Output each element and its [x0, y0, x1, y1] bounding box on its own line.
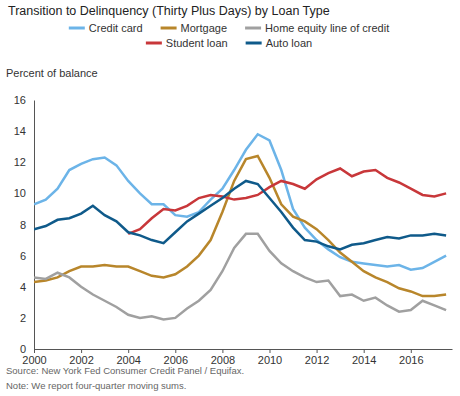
- legend: Credit card Mortgage Home equity line of c…: [69, 22, 389, 49]
- axis-line: [34, 101, 35, 350]
- legend-label: Mortgage: [181, 22, 227, 34]
- tick-label: 6: [20, 250, 26, 262]
- tick-label: 2012: [305, 354, 329, 366]
- tick-label: 4: [20, 281, 26, 293]
- tick: 2012: [305, 349, 329, 366]
- tick-label: 2008: [211, 354, 235, 366]
- tick-label: 16: [14, 94, 26, 106]
- tick-label: 0: [20, 343, 26, 355]
- tick: 2016: [399, 349, 423, 366]
- legend-item: Auto loan: [246, 37, 312, 49]
- tick-mark: [411, 349, 412, 353]
- tick-mark: [222, 349, 223, 353]
- tick: 16: [14, 94, 34, 106]
- tick-label: 10: [14, 187, 26, 199]
- tick-label: 8: [20, 219, 26, 231]
- legend-swatch: [146, 42, 162, 45]
- tick: 8: [20, 219, 34, 231]
- tick-mark: [34, 349, 35, 353]
- y-axis: 0 2 4 6 8 10 12 14 16: [14, 94, 35, 355]
- tick: 2: [20, 312, 34, 324]
- tick-label: 2014: [352, 354, 376, 366]
- tick-label: 12: [14, 156, 26, 168]
- series-line: [34, 156, 446, 296]
- annotation: Source: New York Fed Consumer Credit Pan…: [6, 365, 244, 376]
- tick-label: 2004: [116, 354, 140, 366]
- x-axis: 2000 2002 2004 2006 2008 2010 2012 2014 2016: [22, 349, 452, 366]
- tick-label: 2016: [399, 354, 423, 366]
- tick-mark: [175, 349, 176, 353]
- chart: Transition to Delinquency (Thirty Plus D…: [0, 0, 460, 396]
- legend-swatch: [69, 27, 85, 30]
- annotation: Note: We report four-quarter moving sums…: [6, 380, 186, 391]
- tick: 6: [20, 250, 34, 262]
- series-lines: [34, 134, 446, 319]
- series-line: [34, 234, 446, 320]
- legend-swatch: [161, 27, 177, 30]
- tick: 10: [14, 187, 34, 199]
- legend-label: Home equity line of credit: [265, 22, 389, 34]
- tick-label: 2002: [69, 354, 93, 366]
- tick-mark: [317, 349, 318, 353]
- tick: 2002: [69, 349, 93, 366]
- legend-label: Credit card: [89, 22, 143, 34]
- tick-label: 2000: [22, 354, 46, 366]
- tick: 12: [14, 156, 34, 168]
- tick-label: 14: [14, 125, 26, 137]
- tick: 2010: [258, 349, 282, 366]
- tick: 2004: [116, 349, 140, 366]
- tick-mark: [269, 349, 270, 353]
- series-line: [128, 168, 446, 233]
- tick: 2006: [164, 349, 188, 366]
- title: Transition to Delinquency (Thirty Plus D…: [8, 4, 330, 18]
- tick-mark: [128, 349, 129, 353]
- tick-mark: [81, 349, 82, 353]
- tick-label: 2: [20, 312, 26, 324]
- plot-area: 2000 2002 2004 2006 2008 2010 2012 2014 2016 0 2 4 6…: [14, 94, 453, 366]
- legend-item: Home equity line of credit: [245, 22, 389, 34]
- tick-label: 2010: [258, 354, 282, 366]
- tick: 4: [20, 281, 34, 293]
- legend-swatch: [246, 42, 262, 45]
- legend-item: Mortgage: [161, 22, 227, 34]
- series-line: [34, 134, 446, 269]
- y-axis-title: Percent of balance: [6, 67, 98, 79]
- series-line: [34, 181, 446, 249]
- tick: 2008: [211, 349, 235, 366]
- legend-label: Student loan: [166, 37, 228, 49]
- tick: 14: [14, 125, 34, 137]
- legend-label: Auto loan: [266, 37, 312, 49]
- legend-swatch: [245, 27, 261, 30]
- tick-mark: [364, 349, 365, 353]
- legend-item: Student loan: [146, 37, 228, 49]
- tick-label: 2006: [164, 354, 188, 366]
- tick: 0: [20, 343, 34, 355]
- legend-item: Credit card: [69, 22, 143, 34]
- axis-line: [35, 349, 453, 350]
- tick: 2014: [352, 349, 376, 366]
